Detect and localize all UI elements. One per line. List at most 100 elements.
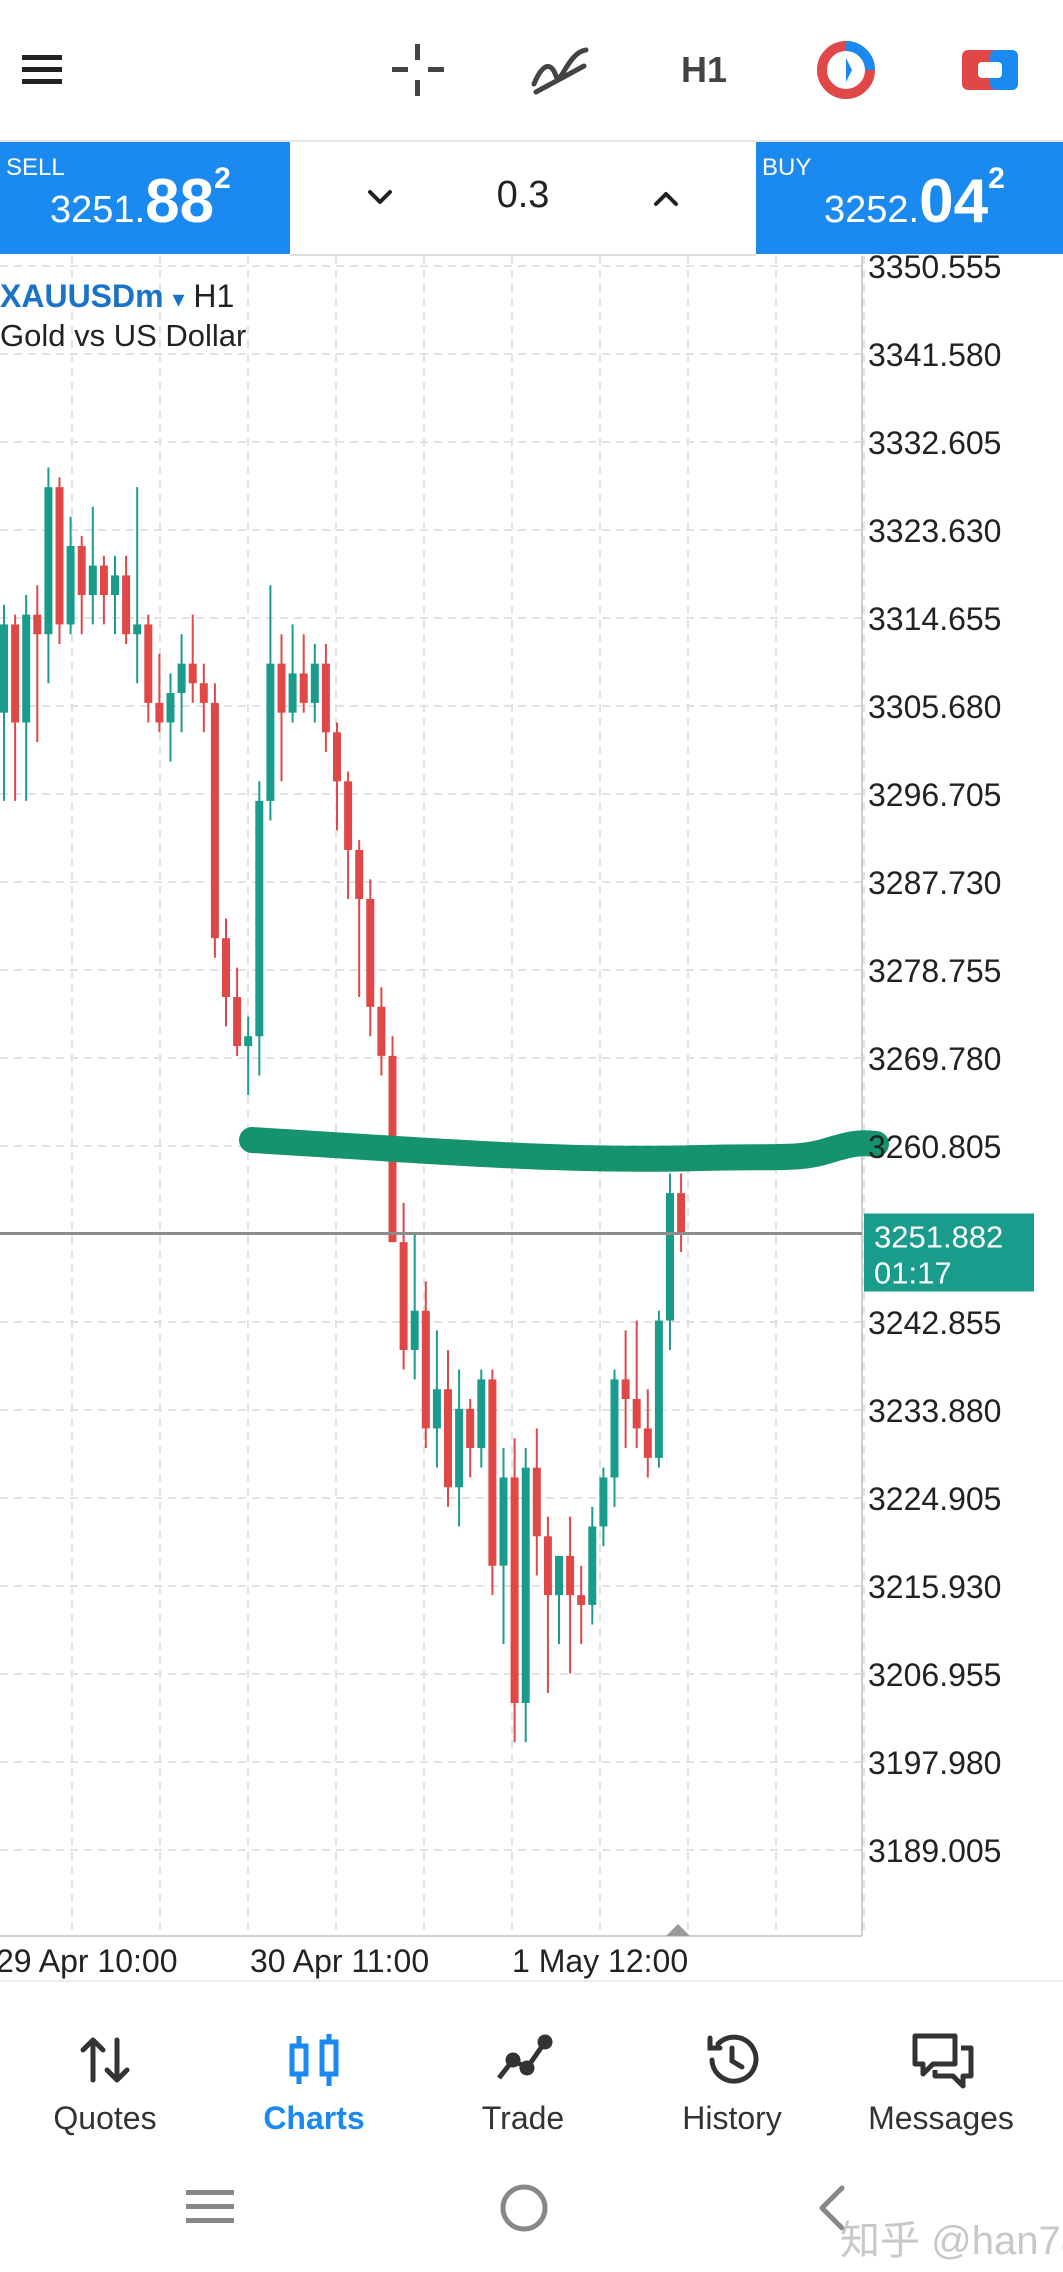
- symbol-header[interactable]: XAUUSDm ▾ H1: [0, 278, 234, 315]
- decrease-lot-button[interactable]: [350, 168, 410, 228]
- candle: [466, 1399, 475, 1478]
- candle: [255, 781, 264, 1076]
- candle-body: [255, 800, 264, 1037]
- candle: [244, 1016, 253, 1096]
- candle: [210, 683, 219, 958]
- candle: [111, 555, 119, 635]
- system-navigation-bar: 知乎 @han786: [0, 2150, 1063, 2272]
- candle-body: [477, 1379, 486, 1449]
- candle: [333, 722, 341, 831]
- candle-body: [344, 781, 353, 850]
- candle: [455, 1369, 464, 1527]
- recent-apps-icon[interactable]: [180, 2182, 240, 2232]
- candle-body: [188, 663, 197, 684]
- candle-body: [499, 1477, 508, 1566]
- candle-body: [222, 938, 230, 998]
- candle-body: [366, 898, 375, 1007]
- candle-body: [466, 1408, 475, 1449]
- price-axis-label: 3260.805: [868, 1129, 1001, 1165]
- nav-label-quotes: Quotes: [53, 2100, 157, 2136]
- symbol-dropdown-icon[interactable]: ▾: [172, 286, 185, 313]
- back-icon[interactable]: [812, 2180, 852, 2236]
- candle-body: [66, 545, 75, 625]
- price-axis-label: 3305.680: [868, 689, 1001, 725]
- crosshair-icon[interactable]: [378, 30, 458, 110]
- candle: [321, 644, 330, 752]
- price-axis-label: 3278.755: [868, 953, 1001, 989]
- candle-body: [488, 1379, 497, 1566]
- candle-body: [233, 997, 242, 1047]
- candle: [421, 1281, 430, 1449]
- nav-label-history: History: [682, 2100, 782, 2136]
- candle: [277, 634, 286, 782]
- price-axis-label: 3189.005: [868, 1833, 1001, 1869]
- candle-body: [677, 1193, 686, 1233]
- candle-body: [310, 663, 319, 703]
- lot-size-value[interactable]: 0.3: [496, 174, 550, 216]
- candle: [133, 487, 142, 684]
- sell-button[interactable]: SELL 3251.882: [0, 142, 290, 254]
- candle: [555, 1555, 563, 1645]
- candle: [399, 1202, 408, 1370]
- candle: [521, 1448, 530, 1743]
- candle-body: [532, 1467, 541, 1537]
- home-icon[interactable]: [496, 2180, 552, 2236]
- price-axis-label: 3206.955: [868, 1657, 1001, 1693]
- candle-body: [377, 1006, 386, 1056]
- trade-nav-icon: [497, 2034, 553, 2080]
- candle-countdown: 01:17: [874, 1255, 952, 1290]
- price-axis-label: 3350.555: [868, 249, 1001, 285]
- symbol-description: Gold vs US Dollar: [0, 318, 247, 353]
- candle-body: [577, 1595, 586, 1605]
- symbol-timeframe: H1: [193, 278, 235, 314]
- candle-body: [399, 1242, 408, 1350]
- increase-lot-button[interactable]: [636, 168, 696, 228]
- price-axis-label: 3242.855: [868, 1305, 1001, 1341]
- nav-trade[interactable]: Trade: [418, 1982, 628, 2152]
- candle: [621, 1330, 630, 1449]
- candle-body: [0, 624, 8, 713]
- candle-body: [666, 1193, 674, 1321]
- candle-body: [455, 1408, 464, 1488]
- buy-button[interactable]: BUY 3252.042: [756, 142, 1063, 254]
- objects-icon[interactable]: [806, 30, 886, 110]
- candle-body: [599, 1477, 608, 1527]
- nav-quotes[interactable]: Quotes: [0, 1982, 210, 2152]
- indicators-icon[interactable]: [520, 30, 600, 110]
- candle: [355, 840, 364, 998]
- candle-body: [122, 575, 131, 635]
- candle-body: [44, 487, 53, 635]
- price-chart[interactable]: 3350.555 3341.580 3332.605 3323.630 3314.655…: [0, 0, 1063, 1980]
- candle-body: [510, 1477, 519, 1703]
- candle-body: [266, 663, 275, 801]
- candle-body: [355, 849, 364, 899]
- buy-label: BUY: [762, 154, 812, 181]
- price-axis-label: 3332.605: [868, 425, 1001, 461]
- nav-messages[interactable]: Messages: [836, 1982, 1046, 2152]
- nav-charts[interactable]: Charts: [209, 1982, 419, 2152]
- price-axis-label: 3233.880: [868, 1393, 1001, 1429]
- candle: [632, 1320, 641, 1449]
- candle: [510, 1438, 519, 1743]
- price-axis-label: 3296.705: [868, 777, 1001, 813]
- candle: [410, 1232, 419, 1380]
- price-axis-label: 3269.780: [868, 1041, 1001, 1077]
- symbol-name[interactable]: XAUUSDm: [0, 278, 164, 314]
- candle: [310, 644, 319, 723]
- timeframe-button[interactable]: H1: [680, 49, 728, 90]
- candle: [288, 624, 297, 723]
- menu-icon[interactable]: [0, 30, 80, 110]
- candle: [299, 634, 308, 713]
- candle: [588, 1506, 597, 1625]
- nav-label-charts: Charts: [263, 2100, 365, 2136]
- candle: [233, 967, 242, 1056]
- sell-price: 3251.882: [50, 162, 231, 236]
- time-axis-label: 1 May 12:00: [512, 1943, 688, 1979]
- candle-body: [177, 663, 186, 694]
- trade-icon[interactable]: [950, 30, 1030, 110]
- candle-body: [22, 614, 31, 723]
- candle-body: [133, 624, 142, 635]
- nav-history[interactable]: History: [627, 1982, 837, 2152]
- candle-body: [55, 487, 64, 625]
- candle: [222, 918, 230, 1027]
